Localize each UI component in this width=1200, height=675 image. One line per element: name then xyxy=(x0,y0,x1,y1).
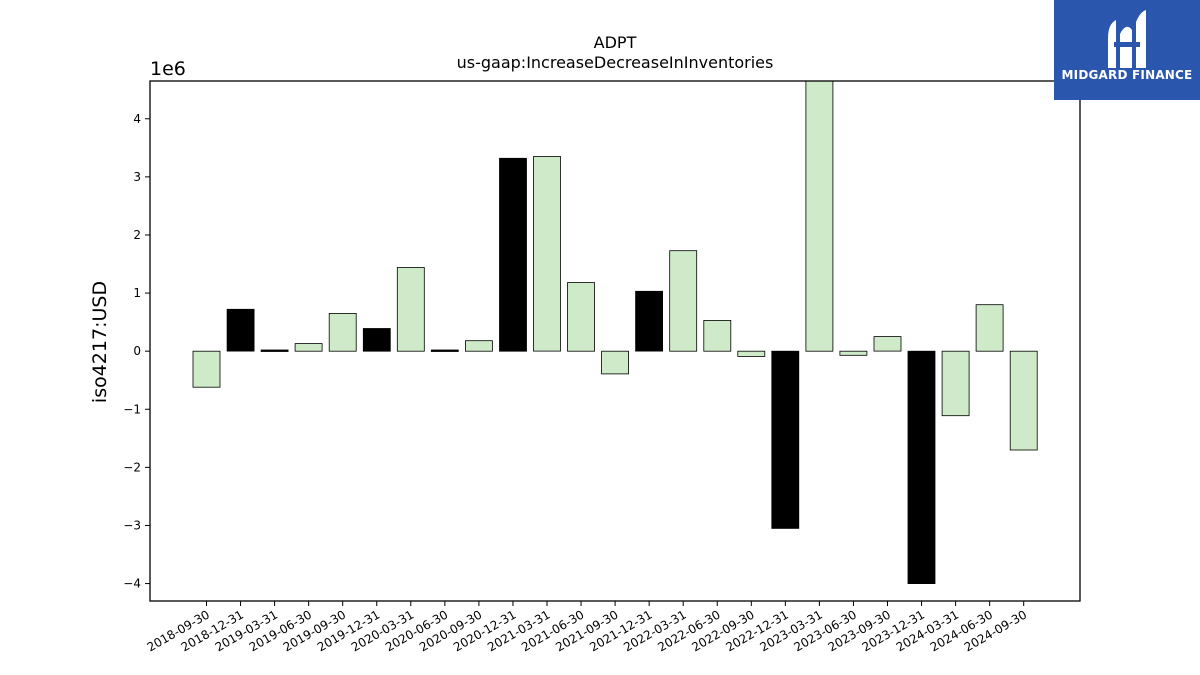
bar-2023-12-31 xyxy=(907,350,936,585)
bar-2021-03-31 xyxy=(533,156,561,352)
bar-2020-12-31 xyxy=(499,157,527,352)
y-tick-label: 4 xyxy=(133,112,141,126)
y-tick-label: −1 xyxy=(123,402,141,416)
plot-frame xyxy=(149,80,1081,602)
bar-2022-06-30 xyxy=(703,319,732,352)
bar-2021-12-31 xyxy=(635,290,663,352)
bar-2019-03-31 xyxy=(260,349,289,352)
bar-2022-03-31 xyxy=(669,250,698,352)
bar-2024-09-30 xyxy=(1009,350,1038,451)
bar-2023-06-30 xyxy=(839,350,868,356)
y-axis-label: iso4217:USD xyxy=(89,281,111,403)
brand-name: MIDGARD FINANCE xyxy=(1061,68,1193,82)
y-tick-label: −3 xyxy=(123,518,141,532)
bar-2020-03-31 xyxy=(396,267,425,352)
bar-2020-09-30 xyxy=(464,340,493,352)
bar-2018-09-30 xyxy=(192,350,221,388)
bar-2023-09-30 xyxy=(873,336,902,352)
midgard-finance-logo: MIDGARD FINANCE xyxy=(1054,0,1200,100)
bar-2021-06-30 xyxy=(567,282,595,352)
bar-2022-12-31 xyxy=(771,350,800,529)
bar-2022-09-30 xyxy=(737,350,766,357)
midgard-m-logo-icon xyxy=(1108,10,1146,68)
bar-2019-09-30 xyxy=(328,312,357,352)
bar-2019-06-30 xyxy=(294,343,323,352)
y-tick-label: 1 xyxy=(133,286,141,300)
y-tick-label: −4 xyxy=(123,577,141,591)
bar-2021-09-30 xyxy=(601,350,629,375)
chart-subtitle: us-gaap:IncreaseDecreaseInInventories xyxy=(457,53,774,72)
bar-2024-06-30 xyxy=(975,304,1004,352)
chart-title: ADPT xyxy=(594,33,637,52)
bar-2020-06-30 xyxy=(430,349,459,352)
bar-2019-12-31 xyxy=(362,328,391,352)
y-tick-label: −2 xyxy=(123,460,141,474)
y-tick-label: 3 xyxy=(133,170,141,184)
y-tick-label: 0 xyxy=(133,344,141,358)
y-tick-label: 2 xyxy=(133,228,141,242)
y-scale-label: 1e6 xyxy=(150,58,186,80)
bar-2024-03-31 xyxy=(941,350,970,417)
bar-2023-03-31 xyxy=(805,80,834,352)
bar-2018-12-31 xyxy=(226,308,255,352)
